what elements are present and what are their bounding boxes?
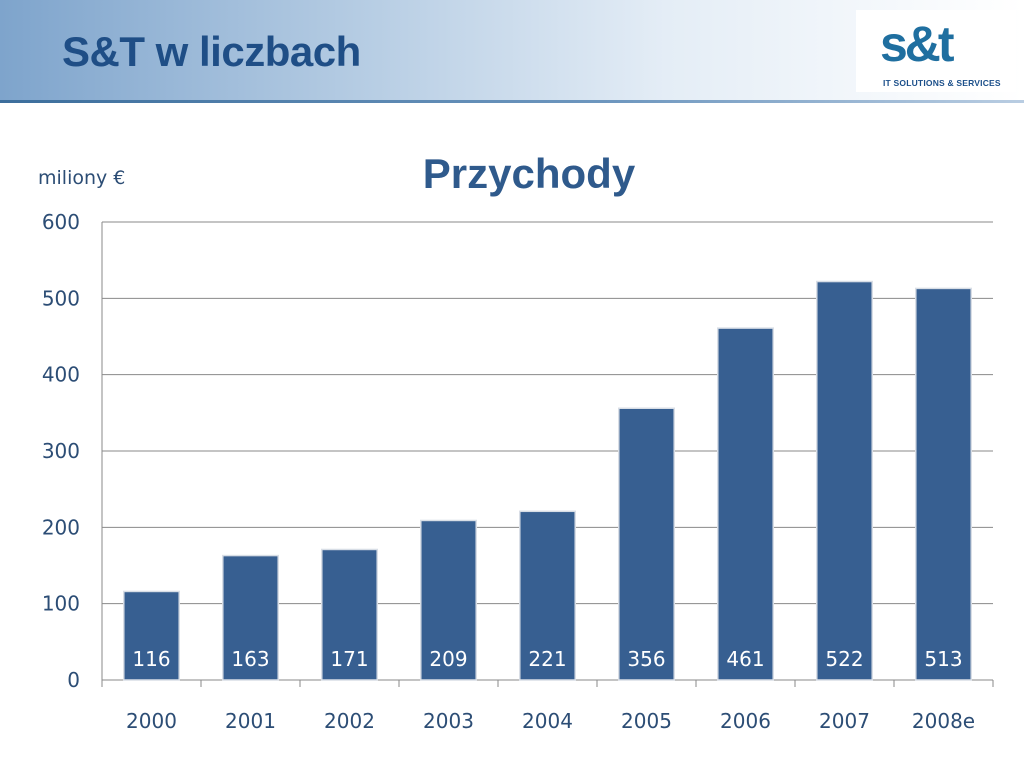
data-label: 116: [132, 647, 170, 671]
x-tick-label: 2002: [324, 709, 375, 733]
bar: [420, 519, 477, 681]
slide-header: [0, 0, 1024, 100]
logo-mark: s&t: [880, 16, 955, 72]
y-unit-label: miliony €: [38, 167, 126, 189]
y-tick-label: 0: [67, 668, 80, 692]
bar: [915, 287, 972, 681]
x-tick-label: 2001: [225, 709, 276, 733]
data-label: 356: [627, 647, 665, 671]
y-tick-label: 400: [42, 363, 80, 387]
x-tick-label: 2003: [423, 709, 474, 733]
data-label: 209: [429, 647, 467, 671]
slide-title: S&T w liczbach: [62, 28, 361, 75]
y-tick-label: 500: [42, 286, 80, 310]
y-tick-label: 300: [42, 439, 80, 463]
x-tick-label: 2008e: [912, 709, 975, 733]
logo-tagline: IT SOLUTIONS & SERVICES: [883, 78, 1001, 88]
bar: [618, 407, 675, 681]
company-logo: s&t IT SOLUTIONS & SERVICES: [856, 10, 1016, 92]
x-tick-label: 2000: [126, 709, 177, 733]
bar: [321, 548, 378, 681]
y-tick-label: 200: [42, 515, 80, 539]
data-label: 163: [231, 647, 269, 671]
bar: [519, 510, 576, 681]
x-tick-label: 2005: [621, 709, 672, 733]
header-divider: [0, 100, 1024, 103]
chart-title: Przychody: [422, 150, 636, 197]
x-tick-label: 2006: [720, 709, 771, 733]
data-label: 461: [726, 647, 764, 671]
x-tick-label: 2007: [819, 709, 870, 733]
bar: [222, 554, 279, 681]
bar: [123, 590, 180, 681]
data-label: 513: [924, 647, 962, 671]
y-tick-label: 600: [42, 210, 80, 234]
data-label: 171: [330, 647, 368, 671]
bar: [816, 280, 873, 681]
data-label: 221: [528, 647, 566, 671]
y-tick-label: 100: [42, 592, 80, 616]
x-tick-label: 2004: [522, 709, 573, 733]
bar: [717, 327, 774, 681]
data-label: 522: [825, 647, 863, 671]
